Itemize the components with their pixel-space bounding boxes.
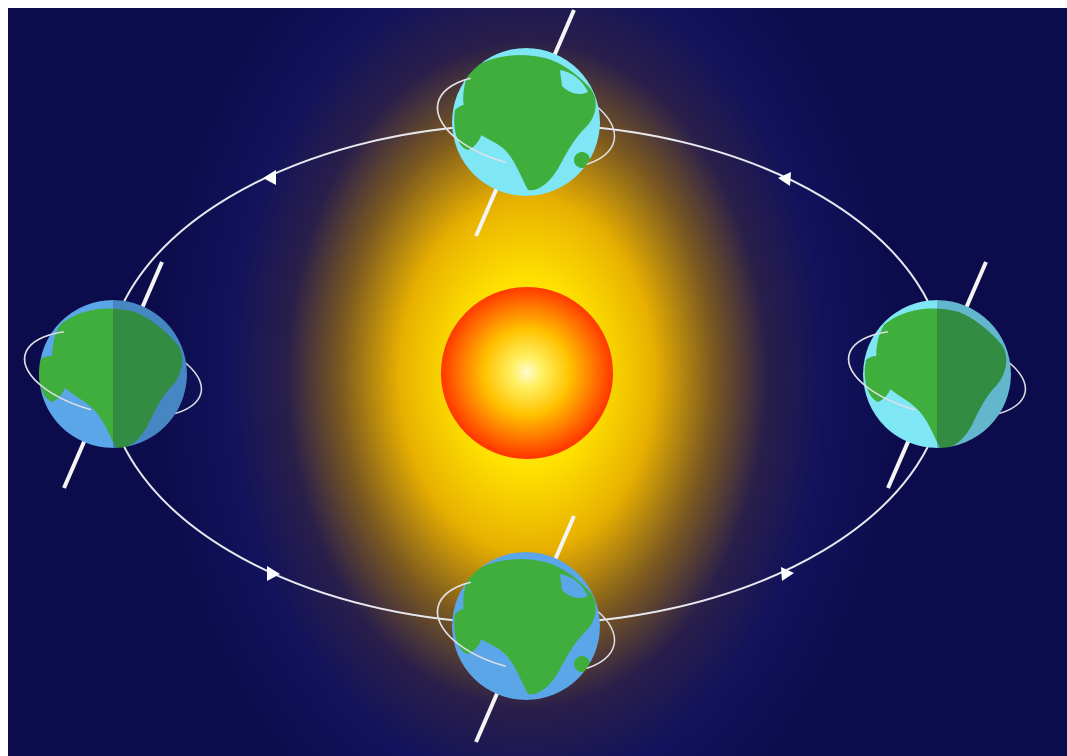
earth-globe-icon — [39, 300, 187, 448]
earth-top — [436, 9, 616, 237]
direction-arrow-icon — [778, 172, 791, 186]
earth-bottom — [436, 515, 616, 743]
earth-left — [23, 261, 203, 489]
direction-arrows — [263, 170, 794, 581]
earth-globe-icon — [452, 552, 600, 700]
direction-arrow-icon — [781, 567, 794, 581]
direction-arrow-icon — [263, 170, 276, 185]
sun-icon — [441, 287, 613, 459]
earth-globe-icon — [452, 48, 600, 196]
direction-arrow-icon — [267, 566, 280, 581]
